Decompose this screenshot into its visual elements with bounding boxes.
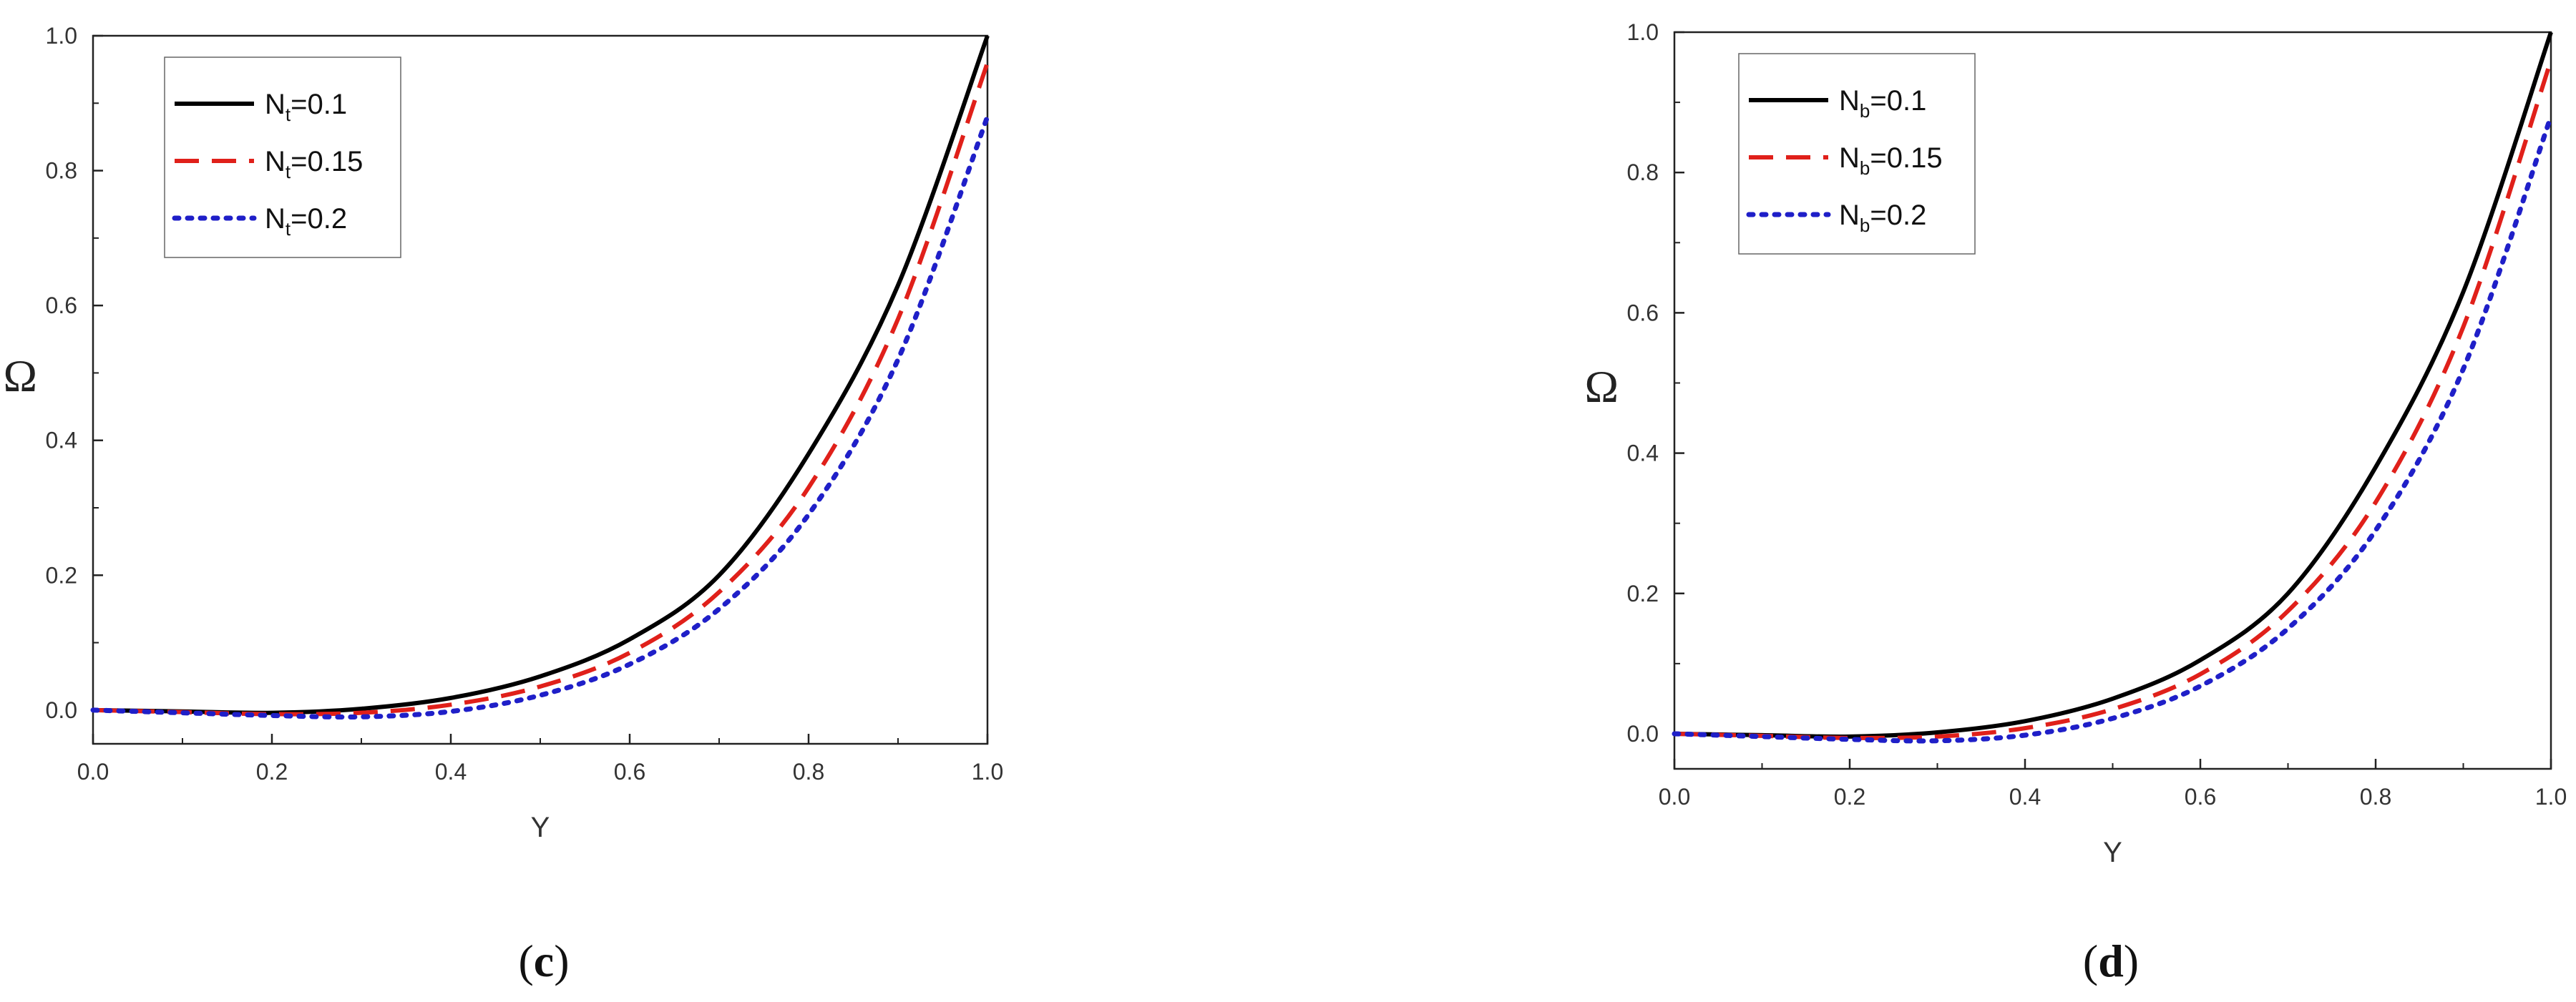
y-tick-label: 0.4 bbox=[46, 428, 77, 453]
legend-label: Nt=0.15 bbox=[265, 146, 363, 182]
legend-box bbox=[164, 57, 401, 258]
y-axis-title: Ω bbox=[1584, 361, 1619, 412]
y-tick-label: 0.4 bbox=[1627, 441, 1659, 466]
y-tick-label: 1.0 bbox=[1627, 19, 1659, 45]
panel-label: (c) bbox=[518, 935, 569, 986]
x-tick-label: 0.8 bbox=[2360, 784, 2391, 810]
x-tick-label: 0.0 bbox=[1659, 784, 1690, 810]
x-axis-title: Y bbox=[531, 812, 550, 843]
x-tick-label: 0.6 bbox=[614, 759, 645, 785]
legend-label: Nb=0.15 bbox=[1839, 142, 1943, 179]
legend-label: Nt=0.1 bbox=[265, 89, 347, 125]
x-axis-title: Y bbox=[2103, 837, 2122, 868]
x-axis: 0.0 0.2 0.4 0.6 0.8 1.0 Y bbox=[77, 734, 1003, 843]
x-tick-label: 0.2 bbox=[1834, 784, 1865, 810]
y-tick-label: 0.6 bbox=[46, 293, 77, 318]
series-line-dotted bbox=[1672, 114, 2554, 744]
x-tick-label: 0.8 bbox=[793, 759, 824, 785]
y-tick-label: 0.6 bbox=[1627, 300, 1659, 325]
chart-panel-d: 0.0 0.2 0.4 0.6 0.8 1.0 Y 0.0 0.2 0.4 0.6 0.8 1.0 Ω Nb… bbox=[1584, 19, 2567, 986]
y-tick-label: 0.8 bbox=[46, 158, 77, 184]
panel-label: (d) bbox=[2083, 935, 2139, 986]
series-group bbox=[1672, 31, 2554, 744]
x-tick-label: 0.0 bbox=[77, 759, 109, 785]
y-axis-title: Ω bbox=[3, 350, 37, 401]
x-tick-label: 1.0 bbox=[972, 759, 1003, 785]
y-tick-label: 0.8 bbox=[1627, 159, 1659, 185]
x-tick-label: 0.4 bbox=[2009, 784, 2041, 810]
series-group bbox=[90, 34, 990, 720]
y-tick-label: 1.0 bbox=[46, 23, 77, 49]
series-line-dotted bbox=[90, 114, 990, 720]
y-axis: 0.0 0.2 0.4 0.6 0.8 1.0 Ω bbox=[1584, 19, 1684, 747]
legend-label: Nb=0.2 bbox=[1839, 200, 1926, 236]
y-tick-label: 0.0 bbox=[46, 697, 77, 723]
y-tick-label: 0.2 bbox=[1627, 581, 1659, 606]
legend-label: Nb=0.1 bbox=[1839, 85, 1926, 122]
legend-box bbox=[1738, 53, 1976, 255]
legend: Nt=0.1 Nt=0.15 Nt=0.2 bbox=[164, 57, 401, 258]
x-axis: 0.0 0.2 0.4 0.6 0.8 1.0 Y bbox=[1659, 759, 2567, 868]
chart-panel-c: 0.0 0.2 0.4 0.6 0.8 1.0 Y 0.0 0.2 0.4 0.6 0.8 1.0 Ω Nt… bbox=[3, 23, 1003, 986]
x-tick-label: 0.6 bbox=[2185, 784, 2216, 810]
legend: Nb=0.1 Nb=0.15 Nb=0.2 bbox=[1738, 53, 1976, 255]
legend-label: Nt=0.2 bbox=[265, 203, 347, 240]
y-axis: 0.0 0.2 0.4 0.6 0.8 1.0 Ω bbox=[3, 23, 103, 723]
x-tick-label: 0.4 bbox=[435, 759, 467, 785]
y-tick-label: 0.0 bbox=[1627, 721, 1659, 747]
x-tick-label: 1.0 bbox=[2535, 784, 2567, 810]
x-tick-label: 0.2 bbox=[256, 759, 288, 785]
y-tick-label: 0.2 bbox=[46, 562, 77, 588]
